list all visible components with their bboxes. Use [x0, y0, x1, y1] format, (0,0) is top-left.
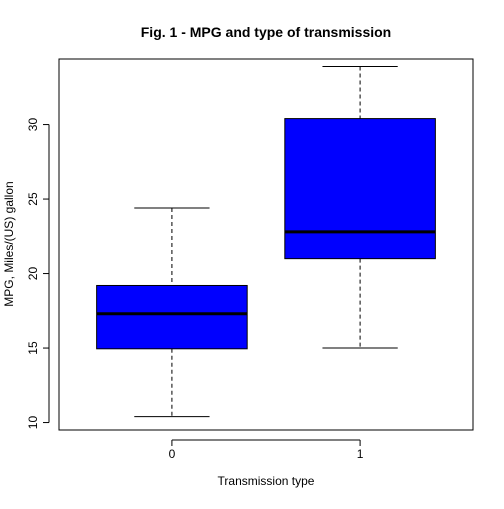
x-tick-label: 0	[169, 447, 176, 461]
y-axis: 10 15 20 25 30	[26, 118, 50, 430]
y-tick-label: 25	[26, 192, 40, 206]
y-axis-label: MPG, Miles/(US) gallon	[2, 181, 16, 306]
iqr-box	[284, 118, 436, 260]
y-tick-label: 20	[26, 267, 40, 281]
y-tick-label: 15	[26, 341, 40, 355]
y-tick-label: 10	[26, 416, 40, 430]
x-tick-label: 1	[357, 447, 364, 461]
iqr-box	[96, 284, 248, 350]
box-group-0	[96, 207, 248, 418]
y-tick-label: 30	[26, 118, 40, 132]
box-series	[96, 65, 436, 418]
box-group-1	[284, 65, 436, 349]
plot-frame	[58, 58, 474, 431]
chart-title: Fig. 1 - MPG and type of transmission	[141, 24, 391, 40]
x-axis-label: Transmission type	[218, 474, 315, 488]
